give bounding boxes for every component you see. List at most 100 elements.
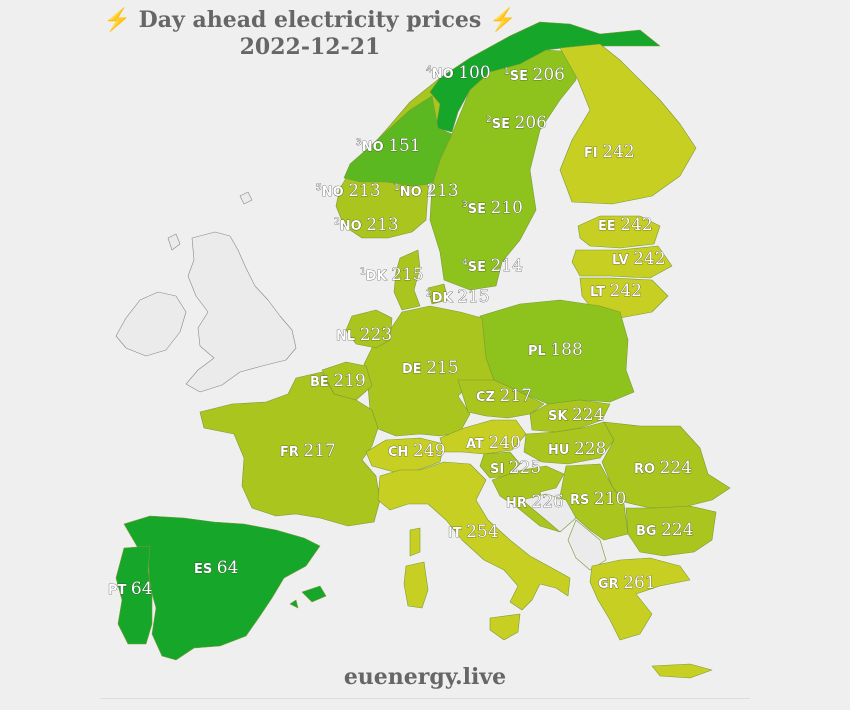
zone-code: BG — [636, 524, 661, 539]
region-lv — [571, 245, 673, 279]
zone-price: 225 — [509, 458, 541, 478]
zone-price: 213 — [348, 181, 380, 201]
zone-code: HR — [506, 496, 531, 511]
zone-code: EE — [598, 219, 620, 234]
lightning-bolt-icon: ⚡ — [103, 7, 131, 33]
zone-label-no3: 3NO 151 — [356, 136, 421, 156]
zone-code: NO — [340, 219, 366, 234]
zone-code: DK — [432, 291, 457, 306]
region-gr — [589, 557, 691, 641]
zone-price: 223 — [360, 325, 392, 345]
zone-label-sk: SK 224 — [548, 405, 604, 425]
zone-price: 215 — [426, 358, 458, 378]
zone-price: 215 — [457, 287, 489, 307]
zone-label-si: SI 225 — [490, 458, 541, 478]
zone-superscript: 2 — [426, 289, 432, 299]
region-it — [377, 461, 571, 611]
zone-code: LT — [590, 285, 610, 300]
region-uk — [185, 231, 297, 393]
zone-label-dk1: 1DK 215 — [360, 265, 424, 285]
zone-superscript: 1 — [394, 183, 400, 193]
zone-code: HU — [548, 443, 574, 458]
zone-price: 217 — [500, 386, 532, 406]
region-ch — [365, 437, 445, 473]
zone-superscript: 5 — [316, 183, 322, 193]
zone-price: 261 — [623, 573, 655, 593]
region-nl — [345, 309, 393, 349]
zone-code: SI — [490, 462, 509, 477]
zone-price: 242 — [620, 215, 652, 235]
zone-code: CZ — [476, 390, 500, 405]
zone-label-hu: HU 228 — [548, 439, 606, 459]
region-sardinia — [403, 561, 429, 609]
zone-price: 213 — [426, 181, 458, 201]
zone-price: 254 — [466, 522, 498, 542]
zone-price: 206 — [533, 65, 565, 85]
zone-price: 219 — [333, 371, 365, 391]
site-footer: euenergy.live — [343, 664, 507, 690]
region-ee — [577, 215, 661, 249]
region-at — [439, 419, 527, 455]
zone-label-lv: LV 242 — [612, 249, 666, 269]
zone-label-lt: LT 242 — [590, 281, 642, 301]
zone-label-bg: BG 224 — [636, 520, 694, 540]
zone-superscript: 1 — [504, 67, 510, 77]
region-pt — [115, 545, 153, 645]
zone-code: ES — [194, 562, 217, 577]
zone-label-se2: 2SE 206 — [486, 113, 547, 133]
zone-label-pt: PT 64 — [108, 579, 153, 599]
zone-price: 151 — [388, 136, 420, 156]
zone-price: 64 — [217, 558, 239, 578]
zone-label-no2: 2NO 213 — [334, 215, 399, 235]
zone-price: 226 — [531, 492, 563, 512]
region-hebrides — [167, 191, 253, 251]
zone-price: 242 — [602, 142, 634, 162]
zone-price: 224 — [572, 405, 604, 425]
zone-price: 100 — [458, 63, 490, 83]
zone-label-ee: EE 242 — [598, 215, 653, 235]
region-se — [429, 49, 577, 291]
zone-label-it: IT 254 — [448, 522, 499, 542]
zone-code: SE — [510, 69, 533, 84]
zone-superscript: 3 — [356, 138, 362, 148]
region-ba — [521, 493, 577, 533]
zone-price: 249 — [413, 441, 445, 461]
region-es — [123, 515, 321, 661]
zone-price: 210 — [594, 489, 626, 509]
zone-price: 228 — [574, 439, 606, 459]
zone-code: AT — [466, 437, 488, 452]
zone-code: DK — [366, 269, 391, 284]
zone-price: 206 — [515, 113, 547, 133]
zone-superscript: 4 — [462, 258, 468, 268]
zone-superscript: 2 — [334, 217, 340, 227]
zone-price: 224 — [661, 520, 693, 540]
zone-price: 188 — [550, 340, 582, 360]
zone-label-nl: NL 223 — [336, 325, 392, 345]
zone-code: FR — [280, 445, 303, 460]
zone-price: 215 — [391, 265, 423, 285]
zone-code: SE — [468, 202, 491, 217]
zone-price: 242 — [610, 281, 642, 301]
zone-price: 213 — [366, 215, 398, 235]
region-dk — [393, 249, 449, 311]
zone-label-pl: PL 188 — [528, 340, 583, 360]
zone-code: SK — [548, 409, 572, 424]
zone-code: NO — [322, 185, 348, 200]
zone-code: NO — [400, 185, 426, 200]
zone-label-cz: CZ 217 — [476, 386, 532, 406]
region-fi — [559, 43, 697, 205]
title-text: Day ahead electricity prices — [138, 7, 482, 33]
zone-label-at: AT 240 — [466, 433, 521, 453]
zone-label-se3: 3SE 210 — [462, 198, 523, 218]
zone-label-fr: FR 217 — [280, 441, 336, 461]
zone-superscript: 1 — [360, 267, 366, 277]
zone-label-no5: 5NO 213 — [316, 181, 381, 201]
zone-label-se4: 4SE 214 — [462, 256, 523, 276]
region-bg — [625, 505, 717, 557]
region-sk — [529, 399, 611, 433]
zone-code: SE — [492, 117, 515, 132]
zone-label-hr: HR 226 — [506, 492, 564, 512]
zone-price: 210 — [491, 198, 523, 218]
zone-label-es: ES 64 — [194, 558, 238, 578]
